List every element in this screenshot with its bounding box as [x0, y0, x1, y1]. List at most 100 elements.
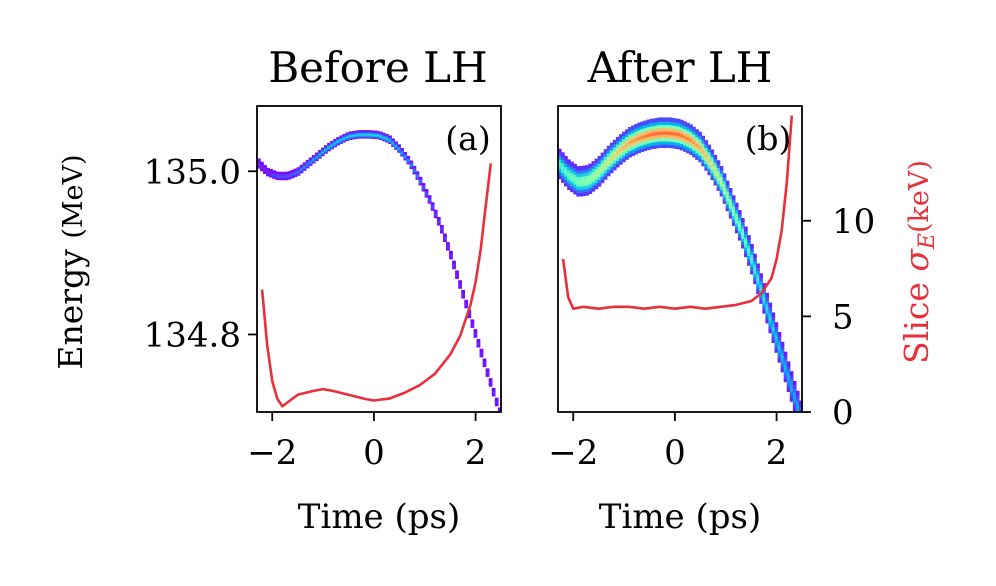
heatmap-cell	[612, 143, 617, 148]
heatmap-cell	[640, 131, 644, 136]
heatmap-cell	[640, 147, 644, 153]
heatmap-cell	[670, 127, 675, 133]
heatmap-cell	[664, 120, 669, 126]
heatmap-cell	[564, 178, 568, 184]
heatmap-cell	[281, 171, 286, 174]
heatmap-cell	[780, 345, 785, 350]
heatmap-cell	[558, 155, 562, 160]
heatmap-cell	[683, 147, 687, 152]
heatmap-cell	[400, 148, 404, 151]
tick-label: 134.8	[144, 315, 241, 355]
heatmap-cell	[719, 185, 724, 191]
heatmap-cell	[786, 367, 791, 373]
heatmap-cell	[576, 169, 580, 174]
heatmap-cell	[676, 128, 681, 134]
heatmap-cell	[716, 183, 721, 188]
heatmap-cell	[664, 117, 669, 122]
heatmap-cell	[707, 170, 712, 176]
heatmap-cell	[643, 120, 648, 125]
heatmap-cell	[661, 117, 666, 122]
heatmap-cell	[795, 390, 800, 396]
heatmap-cell	[372, 130, 377, 133]
heatmap-cell	[591, 161, 596, 166]
heatmap-cell	[649, 118, 654, 124]
heatmap-cell	[747, 251, 751, 256]
heatmap-cell	[676, 141, 681, 147]
heatmap-cell	[597, 182, 602, 187]
heatmap-cell	[692, 139, 696, 145]
heatmap-cell	[774, 348, 779, 353]
heatmap-cell	[728, 210, 733, 216]
heatmap-cell	[670, 143, 675, 149]
heatmap-cell	[643, 123, 648, 129]
heatmap-cell	[591, 187, 596, 192]
heatmap-cell	[744, 229, 748, 235]
tick-label: 10	[832, 202, 875, 242]
heatmap-cell	[640, 121, 644, 126]
heatmap-cell	[704, 153, 709, 158]
heatmap-cell	[722, 176, 727, 182]
heatmap-cell	[744, 246, 748, 251]
heatmap-cell	[713, 158, 718, 163]
heatmap-cell	[649, 128, 654, 134]
panel-a-x-ticks: −2 0 2	[247, 412, 486, 473]
heatmap-cell	[628, 126, 632, 132]
heatmap-cell	[667, 140, 672, 145]
heatmap-cell	[591, 183, 596, 189]
heatmap-cell	[692, 133, 696, 138]
heatmap-cell	[612, 152, 617, 158]
heatmap-cell	[470, 319, 475, 322]
heatmap-cell	[564, 165, 568, 171]
heatmap-cell	[777, 335, 782, 340]
heatmap-cell	[741, 218, 745, 223]
heatmap-cell	[695, 135, 699, 141]
heatmap-cell	[747, 261, 751, 266]
heatmap-cell	[689, 134, 693, 139]
heatmap-cell	[713, 174, 718, 179]
heatmap-cell	[759, 299, 763, 304]
heatmap-cell	[582, 191, 587, 197]
heatmap-cell	[612, 156, 617, 161]
heatmap-cell	[710, 175, 715, 181]
heatmap-cell	[744, 233, 748, 238]
heatmap-cell	[792, 380, 797, 386]
heatmap-cell	[789, 390, 794, 396]
heatmap-cell	[573, 189, 577, 195]
heatmap-cell	[741, 237, 745, 243]
heatmap-cell	[625, 129, 629, 134]
heatmap-cell	[634, 130, 638, 136]
heatmap-cell	[579, 165, 583, 171]
heatmap-cell	[488, 378, 493, 381]
heatmap-cell	[594, 171, 599, 177]
heatmap-cell	[658, 130, 663, 135]
heatmap-cell	[741, 231, 745, 236]
heatmap-cell	[707, 151, 712, 156]
heatmap-cell	[564, 182, 568, 187]
heatmap-cell	[673, 121, 678, 127]
heatmap-cell	[640, 124, 644, 130]
heatmap-cell	[759, 283, 763, 288]
heatmap-cell	[606, 171, 611, 177]
heatmap-cell	[305, 159, 310, 162]
heatmap-cell	[375, 130, 380, 133]
heatmap-cell	[594, 165, 599, 170]
heatmap-cell	[768, 322, 773, 327]
heatmap-cell	[753, 260, 757, 265]
heatmap-cell	[771, 332, 776, 337]
heatmap-cell	[600, 159, 605, 164]
heatmap-cell	[436, 216, 441, 219]
heatmap-cell	[725, 206, 730, 212]
heatmap-cell	[314, 152, 319, 155]
heatmap-cell	[260, 161, 264, 164]
tick-label: 0	[664, 433, 686, 473]
heatmap-cell	[756, 273, 760, 278]
heatmap-cell	[734, 225, 739, 230]
heatmap-cell	[649, 131, 654, 137]
heatmap-cell	[658, 133, 663, 139]
heatmap-cell	[561, 165, 565, 170]
heatmap-cell	[561, 178, 565, 183]
heatmap-cell	[308, 157, 313, 160]
heatmap-cell	[622, 154, 626, 160]
heatmap-cell	[673, 131, 678, 136]
heatmap-cell	[588, 186, 593, 191]
